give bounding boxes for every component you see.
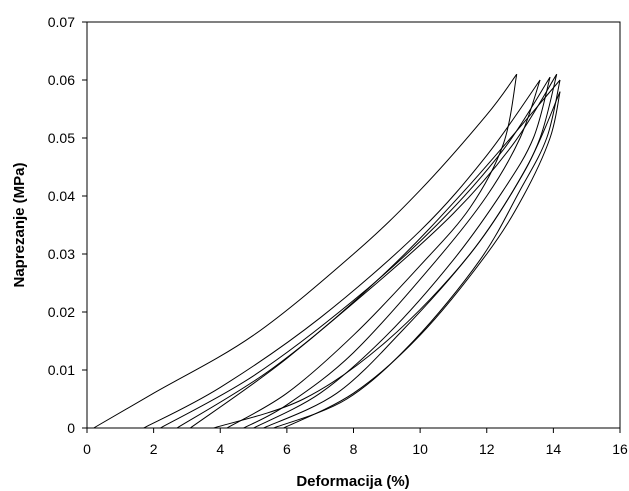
- cycle-6-unloading-line: [283, 91, 561, 429]
- cycle-2-loading-line: [143, 79, 541, 429]
- y-axis: 0 0.01 0.02 0.03 0.04 0.05 0.06 0.07: [48, 14, 87, 436]
- cycle-1-unloading-line: [226, 74, 518, 429]
- y-tick-label: 0.03: [48, 246, 75, 262]
- x-tick-label: 16: [612, 441, 628, 457]
- y-tick-label: 0.05: [48, 130, 75, 146]
- x-tick-label: 8: [350, 441, 358, 457]
- y-tick-label: 0.02: [48, 304, 75, 320]
- cycle-5-unloading-line: [273, 79, 561, 429]
- cycle-5-loading-line: [189, 79, 561, 429]
- curves-group: [93, 73, 561, 429]
- x-tick-label: 14: [546, 441, 562, 457]
- y-tick-label: 0.01: [48, 362, 75, 378]
- x-axis-title: Deformacija (%): [296, 473, 409, 490]
- cycle-3-loading-line: [160, 76, 551, 429]
- x-tick-label: 4: [216, 441, 224, 457]
- cycle-4-loading-line: [176, 73, 558, 429]
- y-axis-title: Naprezanje (MPa): [11, 162, 28, 287]
- x-tick-label: 12: [479, 441, 495, 457]
- cycle-3-unloading-line: [253, 76, 551, 429]
- cycle-2-unloading-line: [243, 79, 541, 429]
- y-tick-label: 0.04: [48, 188, 75, 204]
- x-tick-label: 10: [412, 441, 428, 457]
- x-tick-label: 2: [150, 441, 158, 457]
- cycle-6-loading-line: [213, 91, 561, 429]
- x-tick-label: 6: [283, 441, 291, 457]
- y-tick-label: 0: [67, 420, 75, 436]
- plot-area: [86, 21, 621, 429]
- x-tick-label: 0: [83, 441, 91, 457]
- y-tick-label: 0.07: [48, 14, 75, 30]
- cycle-1-loading-line: [93, 73, 518, 429]
- y-tick-label: 0.06: [48, 72, 75, 88]
- x-axis: 0 2 4 6 8 10 12 14 16: [83, 428, 628, 457]
